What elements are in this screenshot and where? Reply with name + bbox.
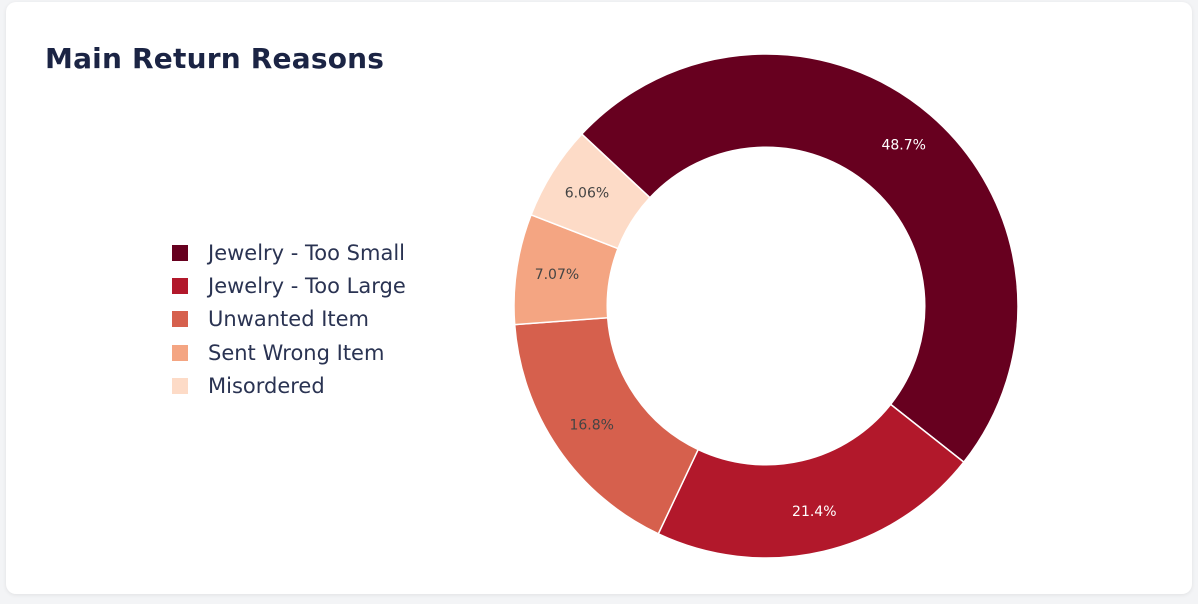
slice-label: 48.7% [881, 138, 925, 154]
legend-item-sent-wrong-item[interactable]: Sent Wrong Item [172, 336, 406, 369]
legend-swatch [172, 311, 188, 328]
legend-swatch [172, 377, 188, 394]
slice-label: 6.06% [565, 186, 609, 202]
slice-misordered[interactable] [530, 133, 651, 250]
slice-unwanted-item[interactable] [513, 316, 700, 535]
legend-swatch [172, 277, 188, 294]
legend-item-unwanted-item[interactable]: Unwanted Item [172, 303, 406, 336]
legend-label: Jewelry - Too Small [208, 240, 405, 265]
donut-chart: 48.7% 21.4% 16.8% 7.07% 6.06% [513, 53, 1019, 559]
slice-label: 7.07% [535, 267, 579, 283]
legend-swatch [172, 244, 188, 261]
slice-label: 21.4% [792, 504, 836, 520]
legend-label: Misordered [208, 373, 325, 398]
slice-jewelry-too-large[interactable] [657, 403, 965, 559]
legend-label: Unwanted Item [208, 307, 369, 332]
chart-card: Main Return Reasons Jewelry - Too Small … [6, 2, 1192, 594]
chart-title: Main Return Reasons [45, 42, 385, 75]
legend-swatch [172, 344, 188, 361]
legend-label: Jewelry - Too Large [208, 273, 406, 298]
legend-item-jewelry-too-small[interactable]: Jewelry - Too Small [172, 236, 406, 269]
slice-label: 16.8% [569, 418, 613, 434]
slice-jewelry-too-small[interactable] [580, 53, 1019, 464]
legend: Jewelry - Too Small Jewelry - Too Large … [172, 236, 406, 402]
legend-label: Sent Wrong Item [208, 340, 385, 365]
legend-item-misordered[interactable]: Misordered [172, 369, 406, 402]
legend-item-jewelry-too-large[interactable]: Jewelry - Too Large [172, 269, 406, 302]
